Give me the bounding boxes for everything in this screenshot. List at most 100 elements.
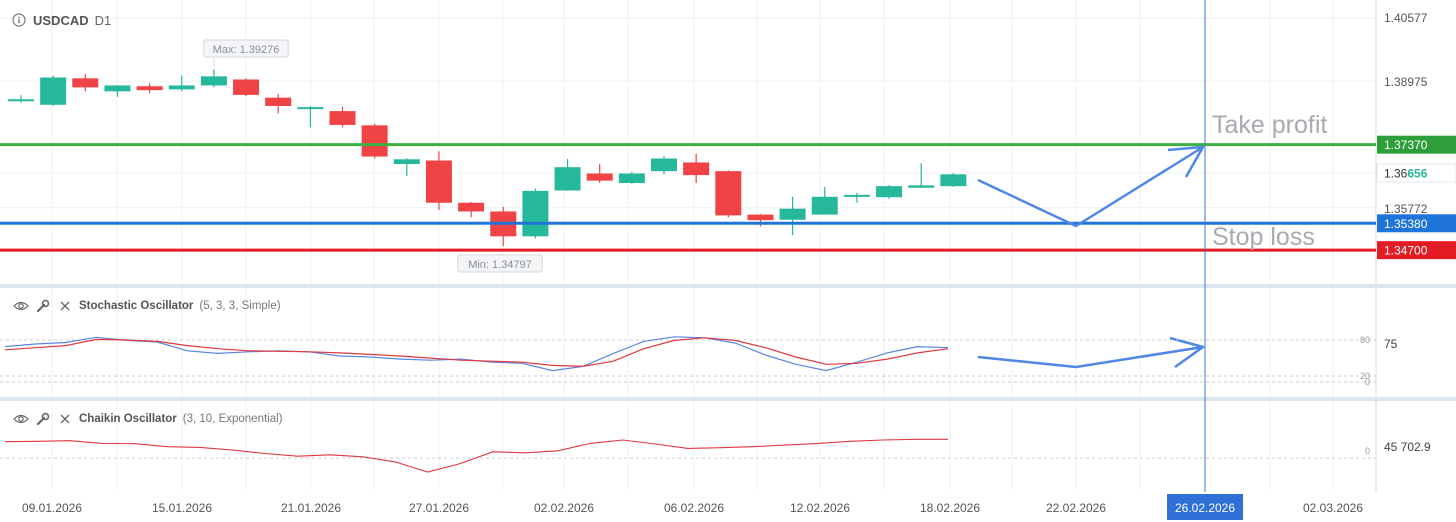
candle-body — [522, 190, 549, 237]
projection-arrows — [977, 145, 1205, 369]
price-projection — [977, 145, 1204, 228]
candle-body — [908, 185, 935, 188]
date-label: 02.02.2026 — [534, 501, 594, 515]
chaikin-header: Chaikin Oscillator (3, 10, Exponential) — [13, 411, 283, 427]
candle-body — [458, 202, 485, 212]
candle-body — [200, 76, 227, 86]
level-price-tag — [1377, 135, 1456, 154]
candle-body — [811, 196, 838, 215]
arrow-head — [1167, 145, 1205, 178]
candles: Max: 1.39276 Min: 1.34797 — [8, 39, 967, 273]
wrench-icon[interactable] — [35, 298, 51, 314]
price-axis: 1.40577 1.38975 1.35772 1.36656 — [1376, 11, 1456, 216]
info-icon[interactable] — [11, 12, 27, 28]
panel-separator — [0, 397, 1456, 401]
take-profit-label: Take profit — [1212, 111, 1327, 139]
stochastic-panel: 80 200 75 — [0, 335, 1398, 387]
candle-body — [104, 85, 131, 92]
candle-body — [554, 167, 581, 191]
candle-body — [8, 99, 34, 102]
date-label: 15.01.2026 — [152, 501, 212, 515]
indicator-name: Chaikin Oscillator — [79, 413, 177, 425]
candle-body — [586, 173, 613, 181]
indicator-name: Stochastic Oscillator — [79, 300, 194, 312]
candle-body — [683, 162, 710, 176]
timeframe: D1 — [94, 12, 112, 28]
candle-body — [361, 125, 388, 157]
candle-body — [940, 174, 967, 187]
indicator-params: (5, 3, 3, Simple) — [199, 300, 281, 312]
stoch-projection — [977, 345, 1204, 369]
candle-body — [715, 171, 742, 216]
candle-body — [297, 107, 324, 110]
candle-body — [136, 86, 163, 91]
current-price-accent: 656 — [1407, 166, 1427, 180]
wrench-icon[interactable] — [35, 411, 51, 427]
level-price: 1.37370 — [1384, 138, 1428, 152]
date-label: 27.01.2026 — [409, 501, 469, 515]
candle-body — [40, 77, 67, 105]
tag-text: Max: 1.39276 — [213, 44, 280, 56]
chaikin-panel: 0 45 702.9 — [0, 438, 1431, 473]
eye-icon[interactable] — [13, 298, 29, 314]
date-label: 12.02.2026 — [790, 501, 850, 515]
stoch-tick: 20 — [1360, 371, 1370, 381]
candle-body — [618, 173, 645, 183]
date-highlight-box — [1167, 494, 1243, 520]
current-price: 1.36656 — [1384, 166, 1428, 180]
candle-body — [393, 159, 420, 165]
level-price: 1.34700 — [1384, 244, 1428, 258]
date-label: 06.02.2026 — [664, 501, 724, 515]
arrow-head — [1169, 336, 1205, 369]
level-price: 1.35380 — [1384, 217, 1428, 231]
tag-box — [457, 254, 543, 273]
max-label: Max: 1.39276 — [203, 39, 289, 58]
price-tick: 1.35772 — [1384, 202, 1428, 216]
panel-separator — [0, 284, 1456, 288]
candle-body — [843, 194, 870, 197]
candle-body — [233, 79, 260, 95]
indicator-params: (3, 10, Exponential) — [182, 413, 283, 425]
date-label: 21.01.2026 — [281, 501, 341, 515]
date-label-highlighted: 26.02.2026 — [1175, 501, 1235, 515]
stoch-tick: 0 — [1365, 377, 1370, 387]
symbol-header: USDCAD D1 — [11, 12, 111, 28]
candle-body — [168, 85, 195, 90]
date-label: 22.02.2026 — [1046, 501, 1106, 515]
candle-body — [72, 78, 99, 88]
close-icon[interactable] — [57, 411, 73, 427]
stoch-k-line — [4, 336, 949, 372]
chaikin-tick: 0 — [1365, 446, 1370, 456]
candle-body — [779, 208, 806, 220]
current-price-main: 1.36 — [1384, 166, 1408, 180]
stoch-tick: 80 — [1360, 335, 1370, 345]
tag-box — [203, 39, 289, 58]
price-levels: 1.37370 1.35380 1.34700 Take profit Stop los… — [0, 0, 1456, 492]
candle-body — [425, 160, 452, 203]
stop-loss-label: Stop loss — [1212, 223, 1315, 251]
date-label: 02.03.2026 — [1303, 501, 1363, 515]
tag-text: Min: 1.34797 — [468, 259, 532, 271]
min-label: Min: 1.34797 — [457, 254, 543, 273]
level-price-tag — [1377, 241, 1456, 260]
eye-icon[interactable] — [13, 411, 29, 427]
candle-body — [329, 111, 356, 125]
stoch-current: 75 — [1384, 337, 1398, 351]
price-tick: 1.40577 — [1384, 11, 1428, 25]
symbol-name: USDCAD — [33, 12, 89, 28]
date-axis: 09.01.2026 15.01.2026 21.01.2026 27.01.2026… — [22, 494, 1363, 520]
level-price-tag — [1377, 214, 1456, 233]
chaikin-current: 45 702.9 — [1384, 440, 1431, 454]
date-label: 09.01.2026 — [22, 501, 82, 515]
close-icon[interactable] — [57, 298, 73, 314]
chaikin-line — [4, 438, 948, 473]
date-label: 18.02.2026 — [920, 501, 980, 515]
price-tick: 1.38975 — [1384, 75, 1428, 89]
stochastic-header: Stochastic Oscillator (5, 3, 3, Simple) — [13, 298, 281, 314]
candle-body — [265, 97, 292, 106]
candle-body — [876, 186, 903, 198]
candle-body — [651, 158, 677, 172]
current-price-box — [1376, 163, 1456, 183]
stoch-d-line — [4, 337, 949, 368]
